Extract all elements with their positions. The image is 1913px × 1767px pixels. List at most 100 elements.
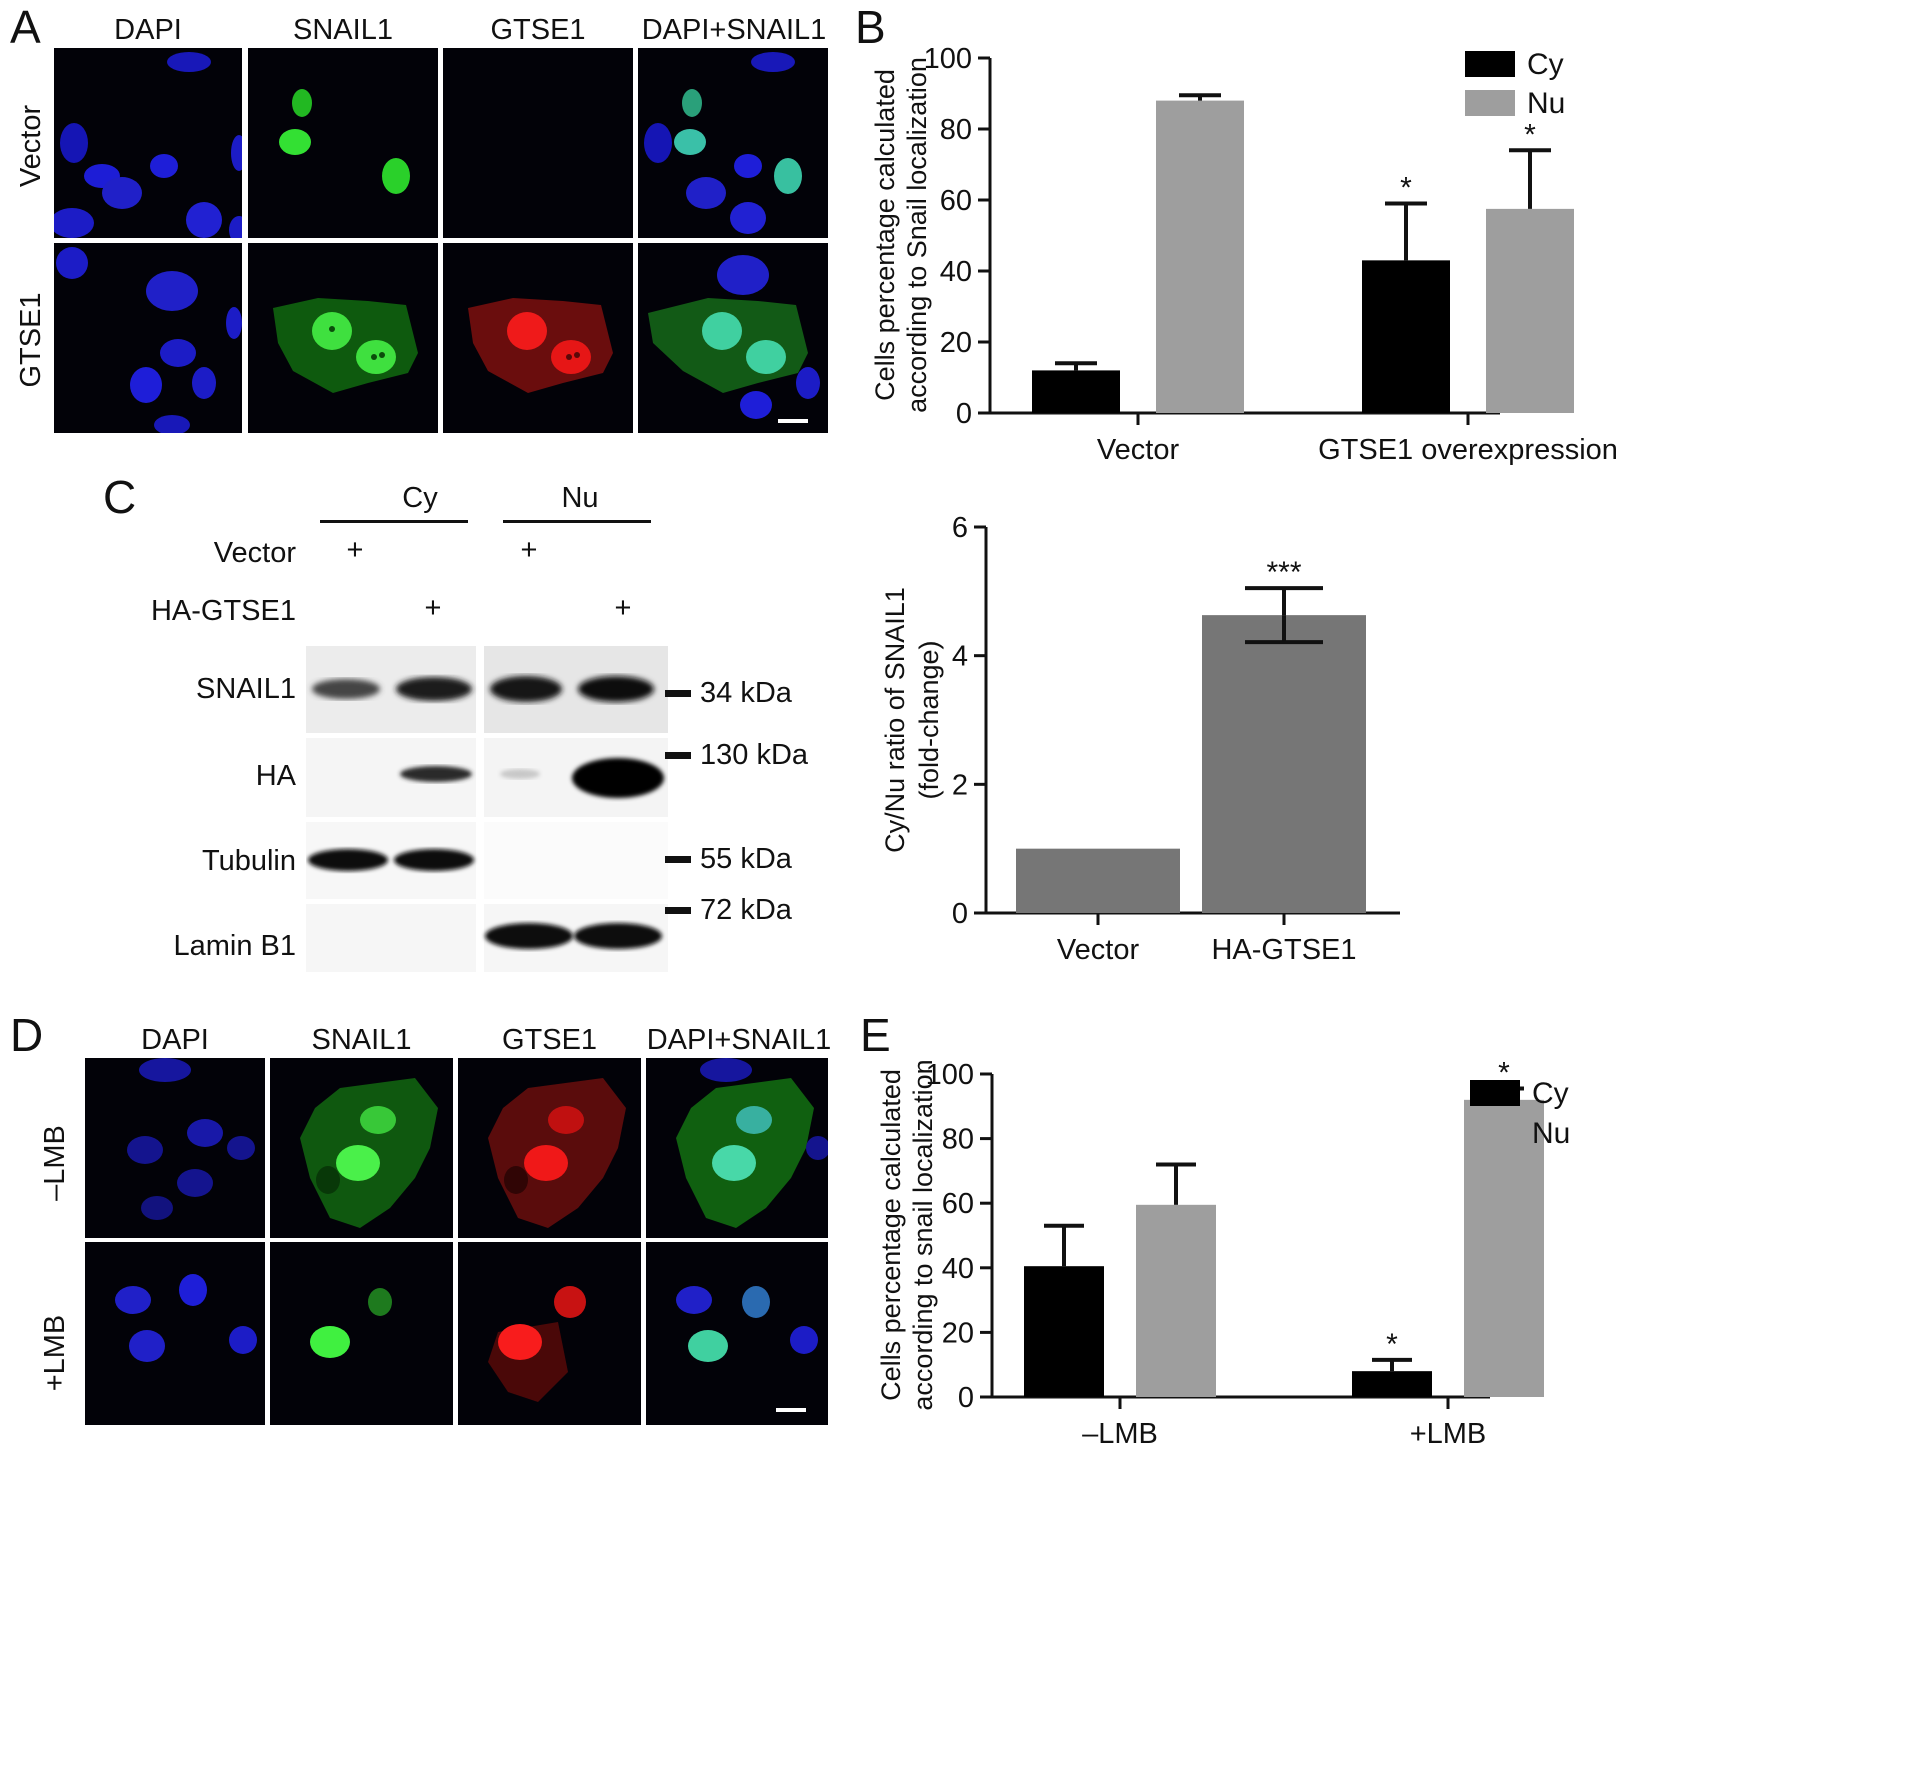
chart-b-ylabel-line2: according to Snail localization [902, 57, 932, 413]
wb-band [500, 769, 540, 779]
chart-e-legend: Cy Nu [1470, 1077, 1570, 1150]
bar [1136, 1204, 1216, 1397]
chart-e-yaxis-title: Cells percentage calculated according to… [876, 1059, 938, 1410]
y-tick-label: 0 [958, 1382, 974, 1414]
significance-marker: * [1400, 172, 1412, 205]
chart-e: Cells percentage calculated according to… [876, 1057, 1570, 1450]
bar [1486, 208, 1574, 413]
y-tick-label: 20 [940, 327, 972, 359]
image-d-plus-lmb-snail1 [270, 1242, 453, 1425]
chart-e-ylabel-line2: according to snail localization [908, 1059, 938, 1410]
column-header-merge: DAPI+SNAIL1 [641, 14, 827, 46]
wb-group-cy: Cy [402, 482, 438, 514]
legend-swatch-nu [1465, 90, 1515, 116]
row-header-plus-lmb: +LMB [39, 1314, 71, 1392]
column-header-snail1: SNAIL1 [311, 1024, 412, 1056]
wb-plus: + [614, 592, 632, 624]
x-tick-label: HA-GTSE1 [1211, 934, 1356, 966]
y-tick-label: 6 [952, 512, 968, 544]
column-header-dapi: DAPI [114, 14, 182, 46]
image-d-minus-lmb-merge [646, 1058, 828, 1238]
wb-protein-lamin-b1: Lamin B1 [173, 930, 296, 962]
column-header-dapi: DAPI [141, 1024, 209, 1056]
y-tick-label: 20 [942, 1317, 974, 1349]
significance-marker: * [1386, 1328, 1398, 1361]
x-tick-label: GTSE1 overexpression [1318, 434, 1618, 466]
image-d-minus-lmb-snail1 [270, 1058, 453, 1238]
legend-label-nu: Nu [1527, 87, 1565, 120]
legend-swatch-cy [1470, 1080, 1520, 1106]
x-tick-label: Vector [1057, 934, 1140, 966]
bar [1202, 615, 1366, 913]
chart-b: Cells percentage calculated according to… [870, 43, 1618, 466]
y-tick-label: 60 [940, 185, 972, 217]
wb-group-line-cy [320, 520, 468, 523]
wb-protein-tubulin: Tubulin [201, 845, 296, 877]
wb-marker-tick [665, 907, 691, 914]
column-header-gtse1: GTSE1 [490, 14, 586, 46]
image-a-vector-merge [638, 48, 828, 238]
y-tick-label: 60 [942, 1188, 974, 1220]
chart-b-plot: 0 20 40 60 80 100 Vector GTSE1 overexpression * * [924, 43, 1618, 466]
wb-marker-55kda: 55 kDa [700, 843, 792, 875]
image-d-plus-lmb-merge [646, 1242, 828, 1425]
chart-c-yaxis-title: Cy/Nu ratio of SNAIL1 (fold-change) [880, 587, 944, 853]
wb-band [485, 923, 573, 949]
wb-plus: + [520, 534, 538, 566]
chart-c-ylabel-line1: Cy/Nu ratio of SNAIL1 [880, 587, 910, 853]
legend-swatch-nu [1470, 1120, 1520, 1146]
row-header-vector: Vector [15, 104, 47, 188]
image-a-vector-gtse1 [443, 48, 633, 238]
bar [1362, 260, 1450, 413]
image-a-gtse1-dapi [54, 243, 242, 433]
x-tick-label: +LMB [1410, 1418, 1487, 1450]
wb-marker-tick [665, 856, 691, 863]
panel-label-d: D [10, 1009, 44, 1061]
wb-group-line-nu [503, 520, 651, 523]
wb-plus: + [424, 592, 442, 624]
column-header-gtse1: GTSE1 [501, 1024, 598, 1056]
significance-marker: *** [1266, 556, 1301, 589]
wb-band [572, 758, 664, 798]
wb-protein-snail1: SNAIL1 [196, 673, 296, 705]
wb-marker-34kda: 34 kDa [700, 677, 792, 709]
panel-label-a: A [10, 1, 41, 53]
y-tick-label: 40 [942, 1253, 974, 1285]
wb-condition-ha-gtse1: HA-GTSE1 [150, 595, 296, 627]
legend-label-nu: Nu [1532, 1117, 1570, 1150]
chart-e-ylabel-line1: Cells percentage calculated [876, 1069, 906, 1401]
bar [1024, 1266, 1104, 1397]
y-tick-label: 80 [942, 1124, 974, 1156]
wb-band [312, 679, 380, 699]
wb-marker-tick [665, 690, 691, 697]
image-a-gtse1-merge [638, 243, 828, 433]
column-header-merge: DAPI+SNAIL1 [646, 1024, 832, 1056]
x-tick-label: –LMB [1082, 1418, 1158, 1450]
wb-marker-72kda: 72 kDa [700, 894, 792, 926]
y-tick-label: 0 [952, 898, 968, 930]
legend-label-cy: Cy [1532, 1077, 1569, 1110]
chart-b-legend: Cy Nu [1465, 48, 1565, 120]
wb-band [308, 849, 388, 871]
chart-c-ylabel-line2: (fold-change) [914, 640, 944, 799]
wb-band [490, 676, 562, 702]
bar [1016, 848, 1180, 913]
image-a-vector-dapi [54, 48, 242, 238]
panel-label-e: E [860, 1009, 891, 1061]
wb-marker-130kda: 130 kDa [700, 739, 809, 771]
wb-marker-tick [665, 752, 691, 759]
wb-membrane [306, 646, 668, 972]
image-a-gtse1-snail1 [248, 243, 438, 433]
image-a-vector-snail1 [248, 48, 438, 238]
bar [1352, 1371, 1432, 1397]
chart-b-yaxis-title: Cells percentage calculated according to… [870, 57, 932, 413]
image-d-minus-lmb-gtse1 [458, 1058, 641, 1238]
y-tick-label: 100 [924, 43, 972, 75]
image-d-minus-lmb-dapi [85, 1058, 265, 1238]
y-tick-label: 100 [926, 1059, 974, 1091]
column-header-snail1: SNAIL1 [293, 14, 393, 46]
row-header-minus-lmb: –LMB [39, 1125, 71, 1201]
wb-protein-ha: HA [255, 760, 296, 792]
legend-label-cy: Cy [1527, 48, 1564, 81]
